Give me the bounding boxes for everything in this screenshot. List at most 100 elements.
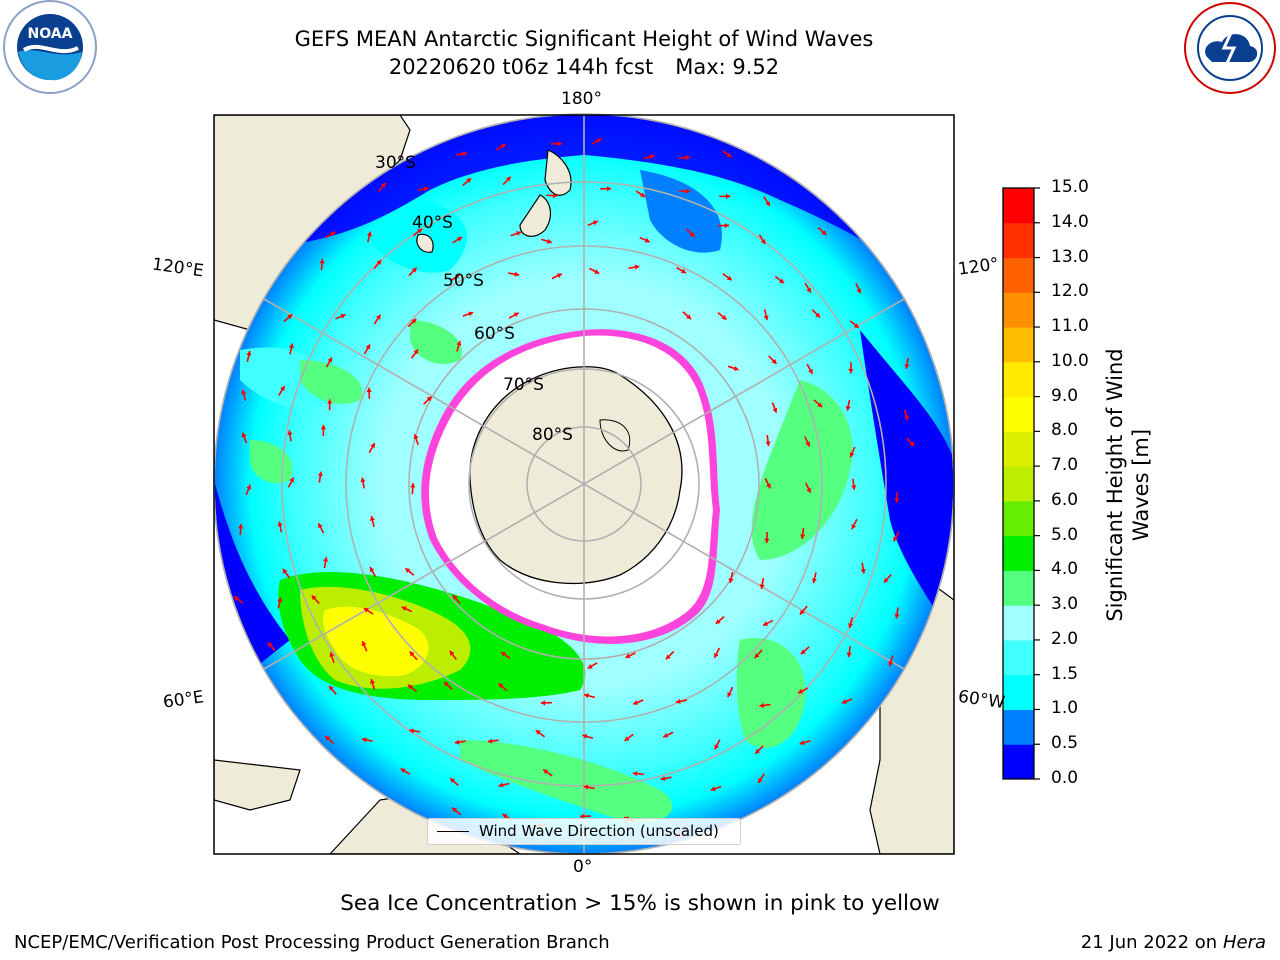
wind-arrow-head <box>779 278 785 284</box>
wind-arrow-head <box>452 595 458 600</box>
wind-arrow-head <box>360 477 366 483</box>
wind-arrow-head <box>760 238 766 244</box>
wind-arrow-head <box>513 312 519 318</box>
wind-arrow-head <box>535 730 541 735</box>
wind-arrow-head <box>540 700 546 706</box>
lat-label-30s: 30°S <box>375 153 416 173</box>
wind-arrow-head <box>765 200 770 206</box>
wind-arrow-head <box>417 228 423 234</box>
legend-line-swatch <box>437 831 469 832</box>
colorbar-tick-label: 0.0 <box>1051 768 1079 788</box>
wind-arrow-head <box>888 661 894 667</box>
colorbar-tick-label: 15.0 <box>1051 177 1089 197</box>
wind-arrow-head <box>725 193 731 199</box>
footer-date: 21 Jun 2022 on Hera <box>1081 932 1266 953</box>
lat-label-40s: 40°S <box>412 213 453 233</box>
colorbar-tick-label: 6.0 <box>1051 489 1079 510</box>
wind-arrow-head <box>375 314 381 320</box>
wind-arrow-head <box>370 443 375 449</box>
wind-arrow-head <box>449 650 455 656</box>
wind-arrow-head <box>405 568 411 573</box>
wind-arrow-head <box>454 739 460 745</box>
colorbar-tick-label: 1.5 <box>1051 663 1079 684</box>
wind-arrow-head <box>811 578 817 584</box>
wind-arrow-head <box>582 733 588 739</box>
wind-arrow-head <box>444 681 449 687</box>
graticule <box>214 114 954 854</box>
colorbar-tick-label: 5.0 <box>1051 524 1079 545</box>
colorbar-bin <box>1003 466 1034 502</box>
map-legend: Wind Wave Direction (unscaled) <box>427 818 741 845</box>
wind-arrow-head <box>246 351 252 356</box>
lat-label-80s: 80°S <box>532 425 573 445</box>
wind-arrow-head <box>772 407 778 413</box>
wind-arrow-head <box>277 597 283 603</box>
wind-arrow-head <box>320 424 326 430</box>
wind-arrow-head <box>380 182 386 188</box>
wind-arrow-head <box>487 738 493 744</box>
lat-label-50s: 50°S <box>443 271 484 291</box>
wind-arrow-head <box>543 769 549 775</box>
colorbar-bin <box>1003 327 1034 363</box>
wind-arrow-head <box>665 654 671 660</box>
wind-arrow-head <box>329 652 335 658</box>
wind-arrow-head <box>894 613 900 619</box>
wind-arrow-head <box>401 606 407 611</box>
wind-arrows <box>233 138 915 839</box>
colorbar-tick-label: 10.0 <box>1051 350 1089 371</box>
wind-arrow-head <box>361 641 367 647</box>
wind-arrow-head <box>728 578 734 583</box>
wind-arrow-head <box>363 608 369 613</box>
wind-arrow-head <box>557 141 563 147</box>
wind-arrow-head <box>853 323 859 328</box>
colorbar-tick-label: 2.0 <box>1051 628 1079 649</box>
colorbar-bin <box>1003 570 1034 606</box>
colorbar-bin <box>1003 500 1034 537</box>
wind-arrow-head <box>466 178 472 183</box>
colorbar-tick-label: 7.0 <box>1051 455 1079 476</box>
wind-arrow-head <box>288 343 294 349</box>
colorbar-tick-label: 4.0 <box>1051 559 1079 580</box>
wind-arrow-head <box>366 387 372 393</box>
lat-label-60s: 60°S <box>474 324 515 344</box>
max-value: Max: 9.52 <box>675 55 780 79</box>
wind-arrow-head <box>909 441 915 447</box>
wind-arrow-head <box>727 691 732 697</box>
wind-arrow-head <box>721 314 727 320</box>
wind-arrow-head <box>413 349 419 355</box>
colorbar-tick-label: 9.0 <box>1051 385 1079 406</box>
wind-arrow-head <box>583 784 589 790</box>
wind-arrow-head <box>287 430 293 435</box>
wind-arrow-head <box>498 683 504 689</box>
colorbar-tick-label: 11.0 <box>1051 316 1089 337</box>
wind-arrow-head <box>759 584 765 589</box>
wind-arrow-head <box>407 684 413 690</box>
wind-arrow-head <box>246 484 252 490</box>
wind-arrow-head <box>848 368 854 374</box>
wind-arrow-head <box>848 623 854 628</box>
colorbar-tick-label: 1.0 <box>1051 698 1079 719</box>
wind-arrow-head <box>893 536 898 542</box>
wind-arrow-head <box>663 732 669 738</box>
wind-arrow-head <box>764 538 770 544</box>
colorbar-bin <box>1003 257 1034 293</box>
wind-arrow-head <box>330 231 336 237</box>
wind-arrow-head <box>505 176 511 182</box>
colorbar <box>1003 187 1040 780</box>
wind-arrow-head <box>370 679 375 684</box>
wind-arrow-head <box>277 521 283 527</box>
wind-arrow-head <box>633 700 639 705</box>
wind-arrow-head <box>423 186 429 192</box>
wind-arrow-head <box>501 652 507 657</box>
wind-arrow-head <box>411 318 417 324</box>
wind-arrow-head <box>606 186 612 192</box>
wind-arrow-head <box>282 568 288 574</box>
wind-arrow-head <box>411 267 417 273</box>
wind-arrow-head <box>759 702 765 708</box>
wind-arrow-head <box>317 471 323 477</box>
wind-arrow-head <box>849 452 855 458</box>
wind-arrow-head <box>714 652 719 658</box>
wind-arrow-head <box>758 777 763 783</box>
map-frame <box>213 114 955 855</box>
wind-arrow-head <box>594 269 600 274</box>
